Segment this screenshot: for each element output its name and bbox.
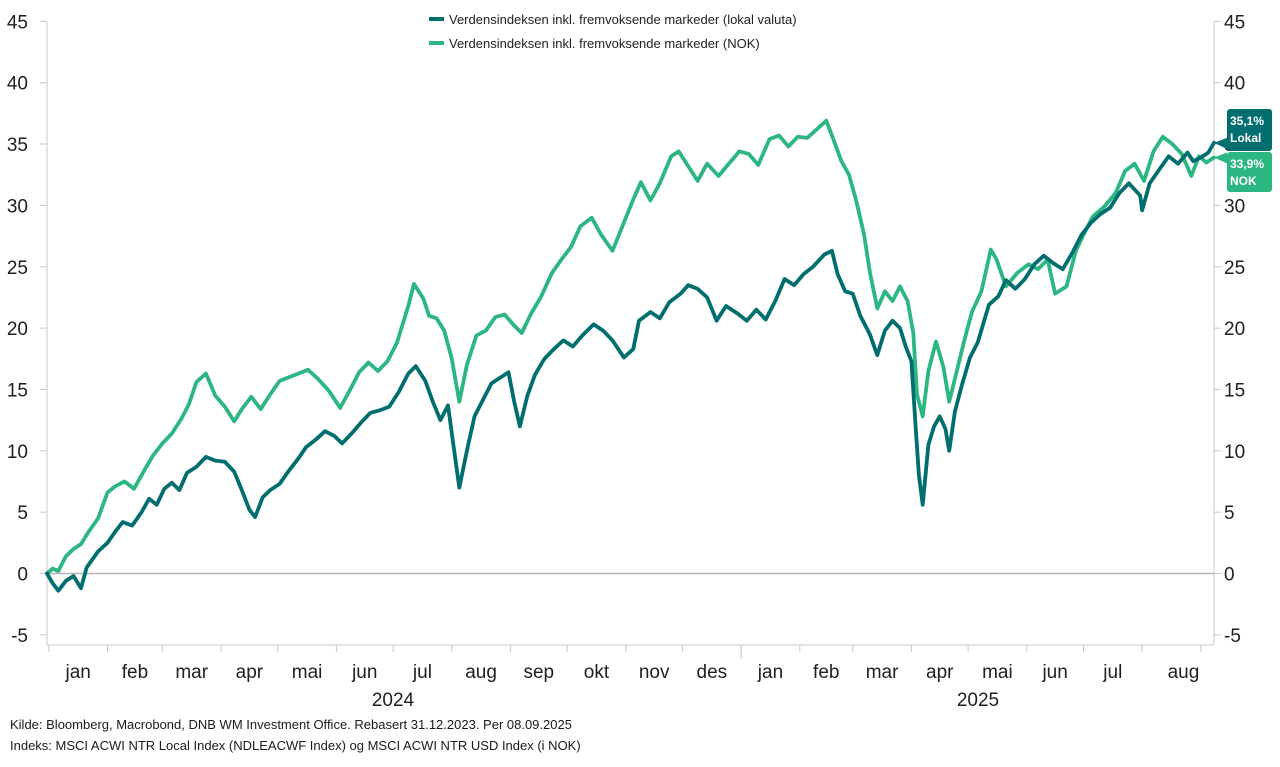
- y-tick-label-left: 45: [7, 12, 28, 33]
- x-tick-label-month: nov: [639, 662, 670, 683]
- end-tag-series: NOK: [1230, 174, 1257, 188]
- y-tick-label-left: 25: [7, 258, 28, 279]
- x-tick-label-month: apr: [236, 662, 264, 683]
- x-tick-label-month: jul: [1102, 662, 1122, 683]
- x-tick-label-month: feb: [122, 662, 148, 683]
- end-tag-pointer: [1214, 137, 1227, 149]
- y-tick-label-right: 45: [1224, 12, 1245, 33]
- series-line-lokal: [45, 140, 1216, 593]
- legend-label: Verdensindeksen inkl. fremvoksende marke…: [449, 12, 797, 27]
- x-tick-label-month: sep: [523, 662, 554, 683]
- end-tag-series: Lokal: [1230, 131, 1261, 145]
- series-layer: [45, 118, 1216, 593]
- legend: Verdensindeksen inkl. fremvoksende marke…: [429, 12, 797, 51]
- y-tick-label-right: 40: [1224, 74, 1245, 95]
- y-tick-label-left: 0: [17, 565, 28, 586]
- y-tick-label-left: 30: [7, 196, 28, 217]
- end-tag-value: 35,1%: [1230, 114, 1264, 128]
- y-tick-label-right: 5: [1224, 503, 1235, 524]
- y-tick-label-left: 40: [7, 74, 28, 95]
- y-tick-label-left: 10: [7, 442, 28, 463]
- y-tick-label-right: 0: [1224, 565, 1235, 586]
- x-tick-label-month: aug: [1168, 662, 1200, 683]
- end-tag-box: [1227, 109, 1272, 151]
- axis-layer: -5-5005510101515202025253030353540404545…: [7, 12, 1245, 711]
- x-year-label: 2025: [957, 690, 999, 711]
- x-tick-label-month: jul: [412, 662, 432, 683]
- source-note: Kilde: Bloomberg, Macrobond, DNB WM Inve…: [10, 717, 572, 732]
- end-tag-value: 33,9%: [1230, 157, 1264, 171]
- end-tag-pointer: [1214, 152, 1227, 164]
- y-tick-label-right: 30: [1224, 196, 1245, 217]
- legend-label: Verdensindeksen inkl. fremvoksende marke…: [449, 36, 760, 51]
- x-tick-label-month: jan: [65, 662, 91, 683]
- x-tick-label-month: mar: [175, 662, 208, 683]
- y-tick-label-right: 25: [1224, 258, 1245, 279]
- x-tick-label-month: jun: [1041, 662, 1067, 683]
- x-tick-label-month: apr: [926, 662, 954, 683]
- y-tick-label-left: -5: [11, 626, 28, 647]
- index-note: Indeks: MSCI ACWI NTR Local Index (NDLEA…: [10, 738, 581, 753]
- end-tag-box: [1227, 152, 1272, 192]
- y-tick-label-right: 15: [1224, 380, 1245, 401]
- end-value-tags: 35,1% Lokal 33,9% NOK: [1214, 109, 1272, 192]
- y-tick-label-right: 10: [1224, 442, 1245, 463]
- series-line-nok: [45, 118, 1216, 576]
- x-tick-label-month: jan: [757, 662, 783, 683]
- x-tick-label-month: des: [697, 662, 728, 683]
- x-tick-label-month: okt: [584, 662, 610, 683]
- y-tick-label-left: 15: [7, 380, 28, 401]
- y-tick-label-right: -5: [1224, 626, 1241, 647]
- x-tick-label-month: mai: [982, 662, 1013, 683]
- y-tick-label-left: 5: [17, 503, 28, 524]
- y-tick-label-left: 20: [7, 319, 28, 340]
- x-tick-label-month: feb: [813, 662, 839, 683]
- x-tick-label-month: aug: [465, 662, 497, 683]
- x-year-label: 2024: [372, 690, 415, 711]
- x-tick-label-month: jun: [351, 662, 377, 683]
- x-tick-label-month: mai: [292, 662, 323, 683]
- y-tick-label-right: 20: [1224, 319, 1245, 340]
- x-tick-label-month: mar: [866, 662, 899, 683]
- y-tick-label-left: 35: [7, 135, 28, 156]
